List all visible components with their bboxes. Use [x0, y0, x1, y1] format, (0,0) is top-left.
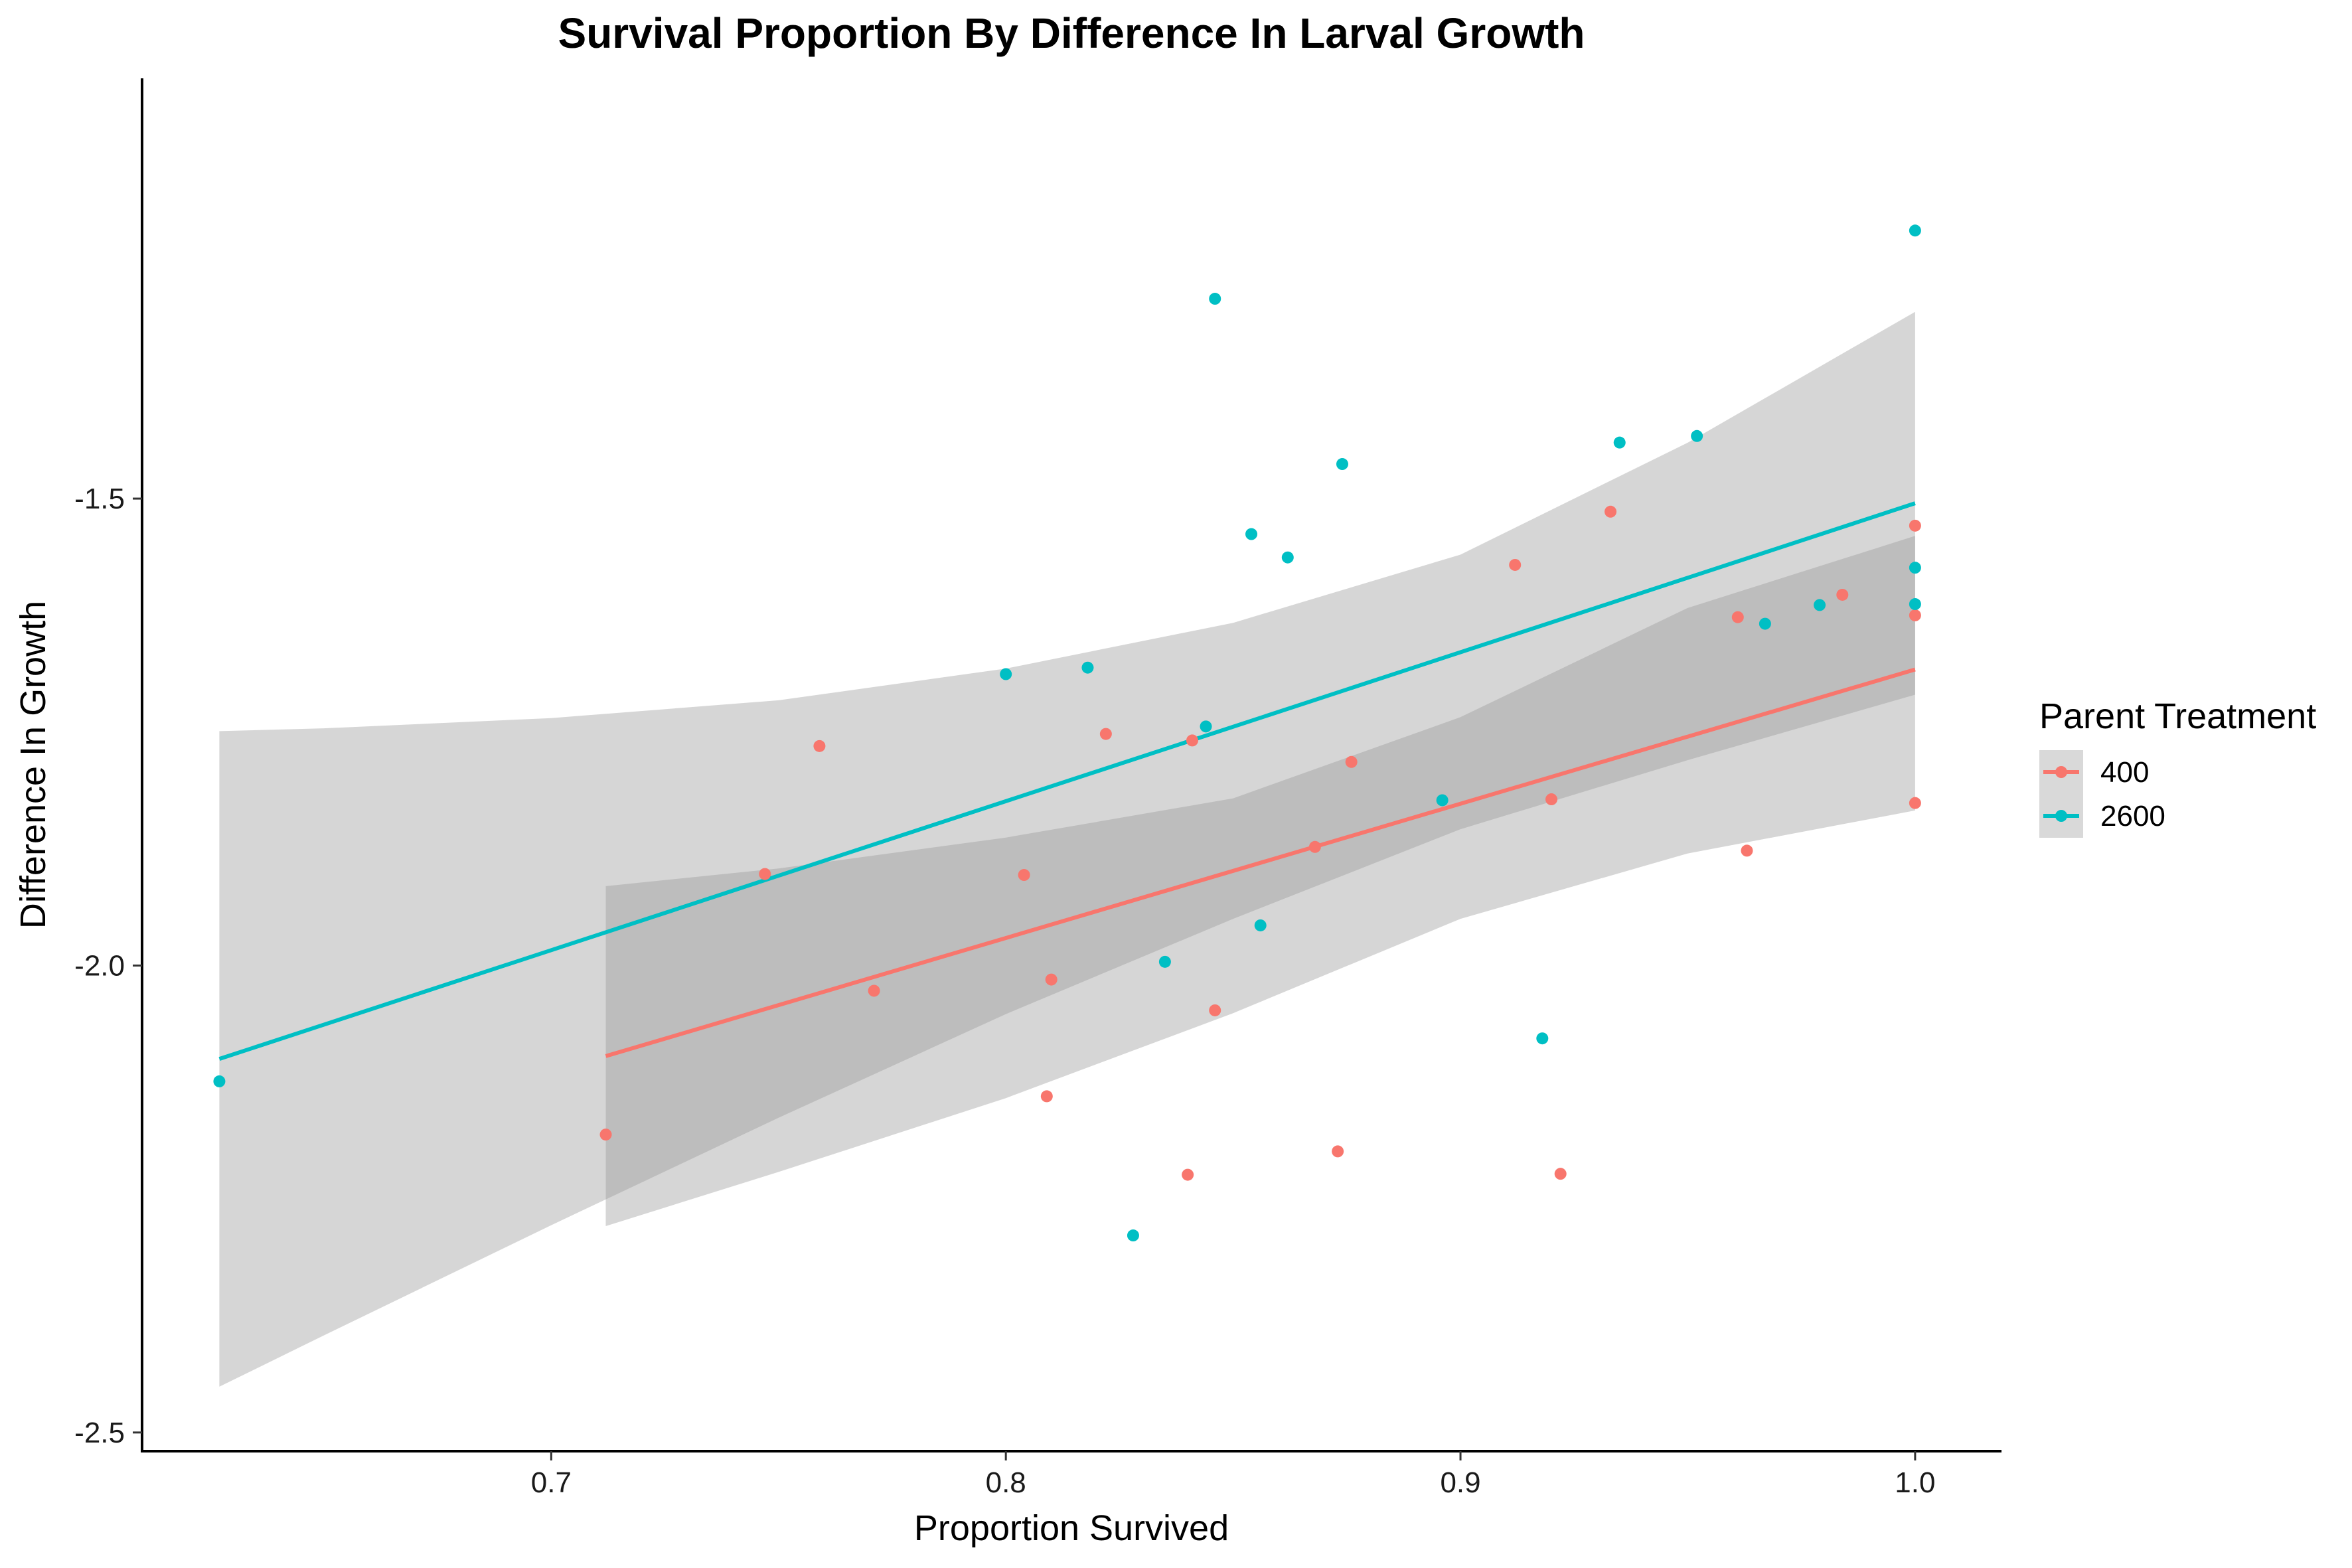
- point-400: [759, 868, 771, 880]
- point-2600: [1158, 955, 1171, 968]
- legend-key-point: [2055, 766, 2067, 778]
- point-400: [1545, 793, 1558, 806]
- confidence-bands: [219, 311, 1915, 1387]
- x-tick-label: 0.8: [986, 1466, 1026, 1499]
- point-400: [1509, 558, 1522, 571]
- point-400: [1345, 755, 1358, 768]
- point-400: [1186, 734, 1198, 747]
- point-2600: [1336, 458, 1348, 471]
- point-400: [1731, 611, 1744, 623]
- point-400: [1605, 505, 1617, 518]
- y-tick-label: -1.5: [74, 483, 125, 515]
- point-2600: [1909, 562, 1921, 574]
- point-2600: [1909, 224, 1921, 237]
- x-tick-label: 1.0: [1895, 1466, 1935, 1499]
- x-axis-ticks: 0.7 0.8 0.9 1.0: [531, 1451, 1935, 1499]
- regression-lines: [218, 501, 1916, 1061]
- point-400: [1741, 844, 1753, 857]
- point-2600: [1209, 293, 1221, 305]
- legend-title: Parent Treatment: [2039, 696, 2316, 736]
- point-2600: [1200, 720, 1212, 733]
- data-points: [213, 224, 1921, 1242]
- point-400: [1909, 519, 1921, 532]
- point-2600: [1613, 436, 1626, 449]
- point-2600: [1814, 599, 1826, 611]
- point-400: [1909, 797, 1921, 809]
- point-400: [1836, 588, 1849, 601]
- point-2600: [1909, 598, 1921, 611]
- point-400: [868, 984, 880, 997]
- point-400: [1182, 1168, 1194, 1181]
- point-2600: [1000, 668, 1012, 680]
- legend-label-400: 400: [2100, 756, 2149, 789]
- legend: Parent Treatment 400 2600: [2039, 696, 2316, 838]
- point-400: [1018, 869, 1030, 882]
- point-2600: [1245, 528, 1258, 540]
- confidence-band-2600: [219, 311, 1915, 1387]
- point-400: [1308, 840, 1321, 853]
- point-400: [599, 1129, 612, 1141]
- point-2600: [1281, 551, 1294, 564]
- x-axis-title: Proportion Survived: [914, 1508, 1229, 1548]
- point-2600: [1759, 617, 1771, 630]
- point-400: [1554, 1168, 1567, 1180]
- y-tick-label: -2.5: [74, 1417, 125, 1449]
- confidence-band-400: [605, 536, 1915, 1226]
- point-400: [813, 740, 826, 752]
- chart-title: Survival Proportion By Difference In Lar…: [558, 9, 1585, 57]
- fit-line-400: [605, 667, 1916, 1058]
- point-400: [1909, 609, 1921, 621]
- y-axis-ticks: -2.5 -2.0 -1.5: [74, 483, 142, 1449]
- point-400: [1040, 1090, 1053, 1103]
- point-2600: [1436, 794, 1449, 807]
- point-400: [1099, 728, 1112, 740]
- point-400: [1045, 973, 1058, 986]
- fit-line-2600: [218, 501, 1916, 1061]
- point-400: [1209, 1004, 1221, 1016]
- x-tick-label: 0.9: [1440, 1466, 1480, 1499]
- y-tick-label: -2.0: [74, 949, 125, 982]
- x-tick-label: 0.7: [531, 1466, 572, 1499]
- y-axis-title: Difference In Growth: [13, 601, 53, 929]
- legend-label-2600: 2600: [2100, 800, 2165, 832]
- point-2600: [1254, 919, 1267, 931]
- legend-key-point: [2055, 810, 2067, 822]
- point-2600: [1536, 1032, 1549, 1045]
- point-2600: [1691, 430, 1703, 442]
- point-2600: [1081, 661, 1094, 674]
- point-2600: [1127, 1229, 1139, 1242]
- point-400: [1332, 1145, 1344, 1158]
- point-2600: [213, 1075, 226, 1087]
